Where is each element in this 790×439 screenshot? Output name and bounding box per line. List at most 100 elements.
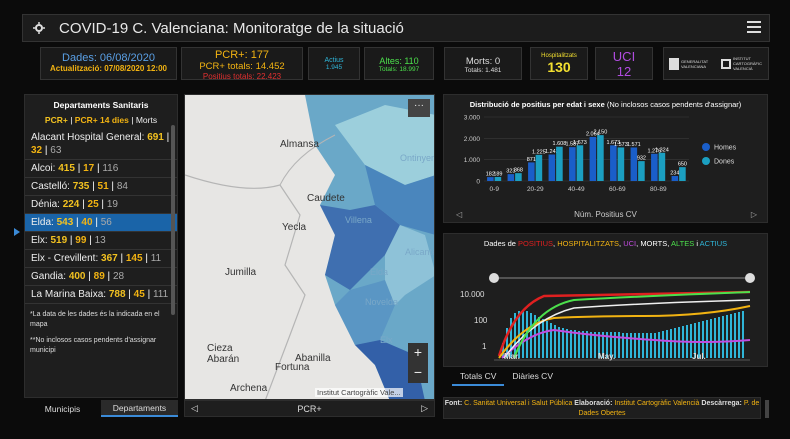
age-chart-xtick-label: 60-69: [609, 186, 626, 193]
page-scrollbar[interactable]: [765, 400, 769, 418]
legend-sep-2: |: [131, 115, 136, 125]
morts-card: Morts: 0 Totals: 1.481: [444, 47, 522, 80]
age-chart-xlabel: Núm. Positius CV: [574, 210, 637, 219]
age-bar-dones: [576, 145, 584, 181]
department-name: Elx - Crevillent:: [31, 253, 99, 264]
tab-totals-cv[interactable]: Totals CV: [452, 368, 505, 386]
credits-footer: Font: C. Sanitat Universal i Salut Públi…: [443, 397, 761, 419]
elab-link[interactable]: Institut Cartogràfic Valencià: [614, 400, 700, 407]
department-sep: |: [92, 217, 101, 228]
legend-morts: Morts: [135, 115, 158, 125]
age-bar-dones: [556, 146, 563, 181]
department-item[interactable]: Elx: 519 | 99 | 13: [25, 232, 177, 250]
department-sep: |: [79, 199, 88, 210]
department-pcr14: 40: [81, 217, 93, 228]
department-name: Elx:: [31, 235, 48, 246]
map-prev-icon[interactable]: ◁: [191, 403, 198, 413]
hosp-value: 130: [547, 59, 571, 75]
age-bar-homes: [528, 162, 535, 181]
department-pcr: 519: [50, 235, 68, 246]
side-collapse-arrow[interactable]: [14, 228, 20, 236]
department-item[interactable]: Alcoi: 415 | 17 | 116: [25, 160, 177, 178]
departments-notes: *La data de les dades és la indicada en …: [25, 304, 177, 362]
actius-value: 1.945: [325, 64, 343, 71]
time-title-prefix: Dades de: [483, 239, 516, 248]
font-link[interactable]: C. Sanitat Universal i Salut Pública: [464, 400, 573, 407]
age-chart-subtitle: (No inclosos casos pendents d'assignar): [606, 100, 742, 109]
department-sep: |: [104, 271, 113, 282]
tab-departaments[interactable]: Departaments: [101, 400, 178, 417]
map-footer: ◁ PCR+ ▷: [184, 400, 435, 417]
map-view[interactable]: ··· Almansa Caudete Yecla Jumilla Cieza …: [184, 94, 435, 400]
age-bar-value-label: 1.608: [553, 141, 567, 147]
department-pcr14: 25: [87, 199, 99, 210]
map-footer-label: PCR+: [297, 403, 322, 414]
map-label-alicante: Alicante: [405, 247, 435, 257]
department-item[interactable]: Castelló: 735 | 51 | 84: [25, 178, 177, 196]
map-label-novelda: Novelda: [365, 297, 399, 307]
department-sep: |: [98, 199, 107, 210]
age-bar-homes: [548, 154, 556, 181]
age-chart-next-icon[interactable]: ▷: [750, 210, 757, 219]
age-bar-value-label: 1.573: [614, 142, 628, 148]
department-morts: 28: [112, 271, 125, 282]
map-label-cieza: Cieza: [207, 343, 233, 354]
department-item[interactable]: La Marina Baixa: 788 | 45 | 111: [25, 286, 177, 304]
age-bar-value-label: 2.064: [586, 131, 600, 137]
age-chart-title-text: Distribució de positius per edat i sexe: [469, 100, 605, 109]
department-pcr: 400: [68, 271, 86, 282]
department-sep: |: [108, 181, 117, 192]
age-legend-swatch: [702, 157, 710, 165]
line-uci: [501, 328, 751, 359]
pcr-card: PCR+: 177 PCR+ totals: 14.452 Positius t…: [181, 47, 303, 81]
age-chart-prev-icon[interactable]: ◁: [456, 210, 463, 219]
positius-total: Positius totals: 22.423: [202, 72, 282, 81]
department-item[interactable]: Dénia: 224 | 25 | 19: [25, 196, 177, 214]
range-slider-end-handle[interactable]: [745, 273, 755, 283]
gva-logo: GENERALITAT VALENCIANA: [669, 57, 711, 70]
app-header: COVID-19 C. Valenciana: Monitoratge de l…: [22, 14, 770, 42]
time-xtick-jul: Jul.: [692, 352, 706, 361]
map-attribution: Institut Cartogràfic Vale...: [315, 388, 403, 397]
map-next-icon[interactable]: ▷: [421, 403, 428, 413]
time-xtick-mar: Mar.: [504, 352, 521, 361]
department-item[interactable]: Elx - Crevillent: 367 | 145 | 11: [25, 250, 177, 268]
department-item[interactable]: Gandia: 400 | 89 | 28: [25, 268, 177, 286]
line-positius: [497, 290, 751, 357]
time-ytick-10000: 10.000: [460, 290, 485, 299]
age-bar-homes: [569, 147, 576, 181]
tab-diaries-cv[interactable]: Diàries CV: [512, 371, 553, 381]
department-item[interactable]: Elda: 543 | 40 | 56: [25, 214, 177, 232]
range-slider-start-handle[interactable]: [489, 273, 499, 283]
morts-daily: Morts: 0: [465, 56, 501, 67]
department-item[interactable]: Alacant Hospital General: 691 | 32 | 63: [25, 129, 177, 160]
age-bar-value-label: 650: [678, 162, 687, 168]
altes-daily: Altes: 110: [379, 56, 419, 66]
map-label-archena: Archena: [230, 383, 268, 394]
update-date: Actualització: 07/08/2020 12:00: [50, 64, 167, 73]
legend-pcr: PCR+: [44, 115, 68, 125]
logos-card: GENERALITAT VALENCIANA INSTITUT CARTOGRÀ…: [663, 47, 769, 80]
departments-list: Alacant Hospital General: 691 | 32 | 63 A…: [25, 129, 177, 304]
department-sep: |: [67, 235, 76, 246]
desc-link[interactable]: P. de Dades Obertes: [578, 400, 760, 417]
zoom-in-button[interactable]: +: [408, 343, 428, 363]
title-uci: UCI: [623, 239, 637, 248]
department-name: Alcoi:: [31, 163, 56, 174]
departments-scrollbar[interactable]: [171, 125, 175, 315]
age-bar-homes: [630, 147, 638, 181]
morts-total: Totals: 1.481: [464, 67, 502, 74]
tab-municipis[interactable]: Municipis: [44, 403, 81, 414]
zoom-out-button[interactable]: −: [408, 363, 428, 383]
department-morts: 13: [94, 235, 106, 246]
department-morts: 111: [152, 289, 169, 300]
note-unassigned: **No inclosos casos pendents d'assignar …: [30, 337, 157, 354]
map-more-button[interactable]: ···: [408, 99, 430, 117]
age-bar-value-label: 1.276: [647, 148, 661, 154]
map-label-abaran: Abarán: [207, 354, 240, 365]
legend-pcr14: PCR+ 14 dies: [74, 115, 129, 125]
department-morts: 63: [50, 145, 62, 156]
hamburger-menu-icon[interactable]: [747, 21, 761, 35]
department-sep: |: [85, 271, 94, 282]
age-bar-homes: [651, 153, 658, 181]
